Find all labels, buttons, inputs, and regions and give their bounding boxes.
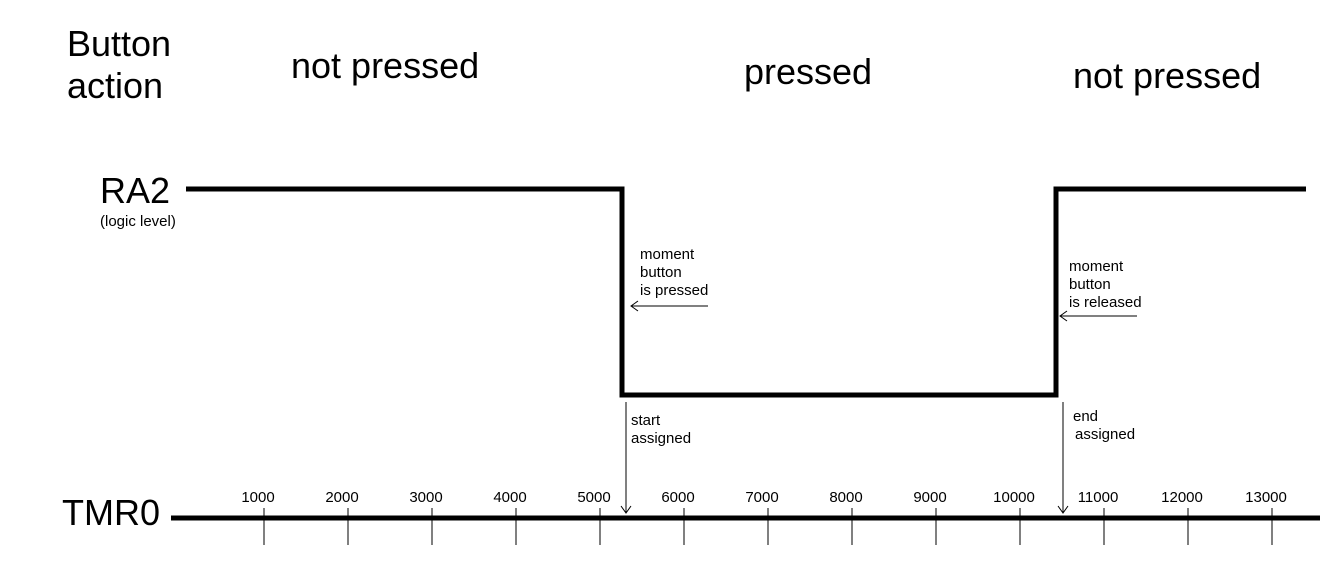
end-note-line1: end [1073, 408, 1098, 425]
tmr0-tick-label: 6000 [661, 489, 694, 506]
tmr0-tick-label: 3000 [409, 489, 442, 506]
button-action-label-line2: action [67, 65, 163, 106]
tmr0-tick-label: 12000 [1161, 489, 1203, 506]
state-not-pressed-2: not pressed [1073, 55, 1261, 96]
pressed-note-line3: is pressed [640, 282, 708, 299]
start-note-line2: assigned [631, 430, 691, 447]
end-note-line2: assigned [1075, 426, 1135, 443]
tmr0-tick-label: 13000 [1245, 489, 1287, 506]
released-note-line2: button [1069, 276, 1111, 293]
button-action-label-line1: Button [67, 23, 171, 64]
start-note-line1: start [631, 412, 661, 429]
released-arrow [1059, 310, 1137, 322]
start-arrow [620, 402, 632, 514]
pressed-note-line2: button [640, 264, 682, 281]
tmr0-ticks: 1000 2000 3000 4000 5000 6000 7000 8000 9000 1000… [241, 489, 1287, 545]
ra2-waveform [186, 186, 1306, 398]
tmr0-tick-label: 1000 [241, 489, 274, 506]
state-pressed: pressed [744, 51, 872, 92]
tmr0-tick-label: 7000 [745, 489, 778, 506]
released-note-line1: moment [1069, 258, 1124, 275]
released-note-line3: is released [1069, 294, 1142, 311]
tmr0-tick-label: 2000 [325, 489, 358, 506]
tmr0-tick-label: 10000 [993, 489, 1035, 506]
tmr0-tick-label: 8000 [829, 489, 862, 506]
tmr0-tick-label: 9000 [913, 489, 946, 506]
ra2-label: RA2 [100, 170, 170, 211]
tmr0-tick-label: 5000 [577, 489, 610, 506]
pressed-arrow [630, 300, 708, 312]
pressed-note-line1: moment [640, 246, 695, 263]
tmr0-label: TMR0 [62, 492, 160, 533]
state-not-pressed-1: not pressed [291, 45, 479, 86]
tmr0-tick-label: 11000 [1078, 489, 1119, 506]
logic-level-label: (logic level) [100, 213, 176, 230]
end-arrow [1057, 402, 1069, 514]
tmr0-tick-label: 4000 [493, 489, 526, 506]
